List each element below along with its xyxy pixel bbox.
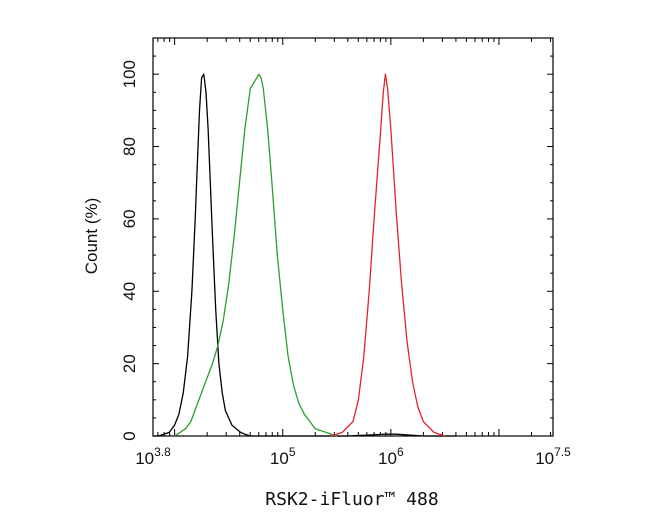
- x-axis-label: RSK2-iFluor™ 488: [265, 489, 438, 510]
- x-tick-label: 105: [270, 445, 296, 468]
- y-tick-label: 100: [120, 60, 139, 88]
- y-tick-label: 40: [120, 282, 139, 301]
- histogram-series-2: [174, 73, 338, 437]
- y-tick-label: 20: [120, 354, 139, 373]
- y-tick-label: 0: [120, 431, 139, 440]
- histogram-series-3: [331, 73, 446, 437]
- histogram-series-1: [153, 73, 456, 437]
- y-tick-label: 60: [120, 209, 139, 228]
- x-tick-label: 103.8: [135, 445, 171, 468]
- plot-area: 0 20 40 60 80 100 103.8 105 106 107.5: [120, 37, 571, 468]
- y-axis-label: Count (%): [82, 198, 101, 275]
- x-tick-label: 106: [378, 445, 404, 468]
- x-tick-label: 107.5: [535, 445, 571, 468]
- y-tick-label: 80: [120, 137, 139, 156]
